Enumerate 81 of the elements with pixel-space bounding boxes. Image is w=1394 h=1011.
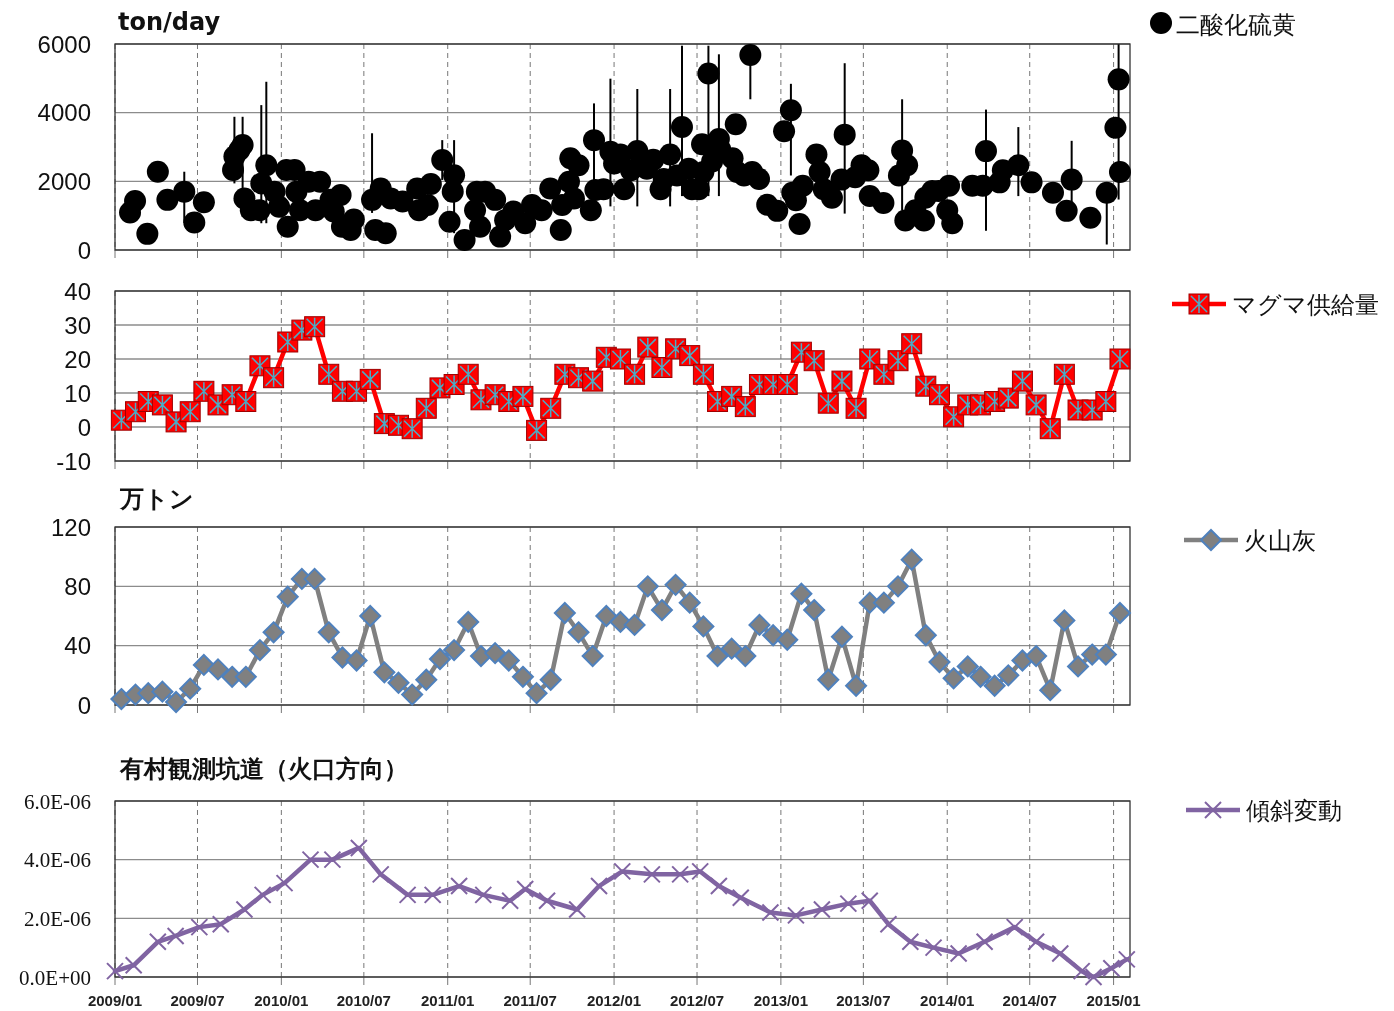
point bbox=[642, 865, 661, 884]
point bbox=[901, 932, 920, 951]
y-tick-label: 0 bbox=[77, 691, 91, 719]
x-tick-label: 2009/01 bbox=[87, 992, 143, 1009]
y-tick-label: 0 bbox=[77, 236, 91, 264]
y-tick-label: 80 bbox=[64, 572, 91, 600]
point bbox=[691, 862, 710, 881]
point bbox=[190, 918, 209, 937]
point bbox=[211, 915, 230, 934]
point bbox=[1117, 950, 1136, 969]
y-tick-label: 0 bbox=[77, 413, 91, 441]
x-tick-label: 2014/07 bbox=[1002, 992, 1057, 1009]
x-tick-label: 2010/07 bbox=[336, 992, 391, 1009]
point bbox=[975, 932, 994, 951]
point bbox=[761, 903, 780, 922]
point bbox=[671, 865, 690, 884]
x-tick-label: 2014/01 bbox=[920, 992, 975, 1009]
point bbox=[1051, 944, 1070, 963]
point bbox=[301, 850, 320, 869]
point bbox=[323, 850, 342, 869]
point bbox=[709, 877, 728, 896]
point bbox=[501, 891, 520, 910]
y-tick-label: 2000 bbox=[37, 167, 91, 195]
x-tick-label: 2012/07 bbox=[669, 992, 725, 1009]
y-axis-title: ton/day bbox=[118, 8, 221, 36]
y-tick-label: 4.0E-06 bbox=[23, 848, 91, 873]
y-tick-label: 4000 bbox=[37, 99, 91, 127]
point bbox=[124, 956, 143, 975]
point bbox=[1072, 962, 1091, 981]
point bbox=[538, 891, 557, 910]
point bbox=[275, 874, 294, 893]
point bbox=[812, 900, 831, 919]
x-tick-label: 2012/01 bbox=[586, 992, 642, 1009]
point bbox=[349, 838, 368, 857]
point bbox=[1084, 968, 1103, 986]
point bbox=[839, 894, 858, 913]
x-tick-label: 2010/01 bbox=[254, 992, 309, 1009]
legend-label: 火山灰 bbox=[1244, 527, 1316, 555]
y-tick-label: 20 bbox=[64, 345, 91, 373]
x-tick-label: 2011/07 bbox=[503, 992, 557, 1009]
x-tick-label: 2011/01 bbox=[421, 992, 475, 1009]
y-tick-label: -10 bbox=[56, 447, 91, 475]
x-tick-label: 2015/01 bbox=[1086, 992, 1141, 1009]
legend-label: マグマ供給量 bbox=[1232, 291, 1379, 319]
point bbox=[568, 900, 587, 919]
x-tick-label: 2009/07 bbox=[170, 992, 225, 1009]
y-axis-title: 万トン bbox=[119, 485, 194, 513]
y-tick-label: 40 bbox=[64, 277, 91, 305]
point bbox=[166, 926, 185, 945]
y-tick-label: 10 bbox=[64, 379, 91, 407]
point bbox=[516, 880, 535, 898]
point bbox=[590, 877, 609, 896]
legend-label: 二酸化硫黄 bbox=[1176, 11, 1296, 39]
point bbox=[235, 900, 254, 919]
chart-title: 有村観測坑道（火口方向） bbox=[119, 755, 408, 783]
y-tick-label: 6.0E-06 bbox=[23, 789, 91, 814]
point bbox=[398, 885, 417, 904]
legend-label: 傾斜変動 bbox=[1246, 797, 1342, 825]
point bbox=[1027, 932, 1046, 951]
point bbox=[924, 938, 943, 957]
point bbox=[949, 944, 968, 963]
point bbox=[860, 891, 879, 910]
point bbox=[1005, 918, 1024, 937]
y-tick-label: 2.0E-06 bbox=[23, 906, 91, 931]
point bbox=[423, 885, 442, 904]
point bbox=[253, 885, 272, 904]
point bbox=[450, 877, 469, 896]
point bbox=[786, 906, 805, 925]
y-tick-label: 6000 bbox=[37, 30, 91, 58]
point bbox=[731, 888, 750, 907]
point bbox=[1102, 959, 1121, 978]
point bbox=[613, 862, 632, 881]
y-tick-label: 120 bbox=[50, 513, 91, 541]
x-tick-label: 2013/01 bbox=[753, 992, 808, 1009]
y-tick-label: 40 bbox=[64, 632, 91, 660]
point bbox=[474, 885, 493, 904]
point bbox=[106, 962, 124, 981]
point bbox=[148, 932, 167, 951]
y-tick-label: 30 bbox=[64, 311, 91, 339]
x-tick-label: 2013/07 bbox=[836, 992, 891, 1009]
y-tick-label: 0.0E+00 bbox=[19, 965, 91, 990]
